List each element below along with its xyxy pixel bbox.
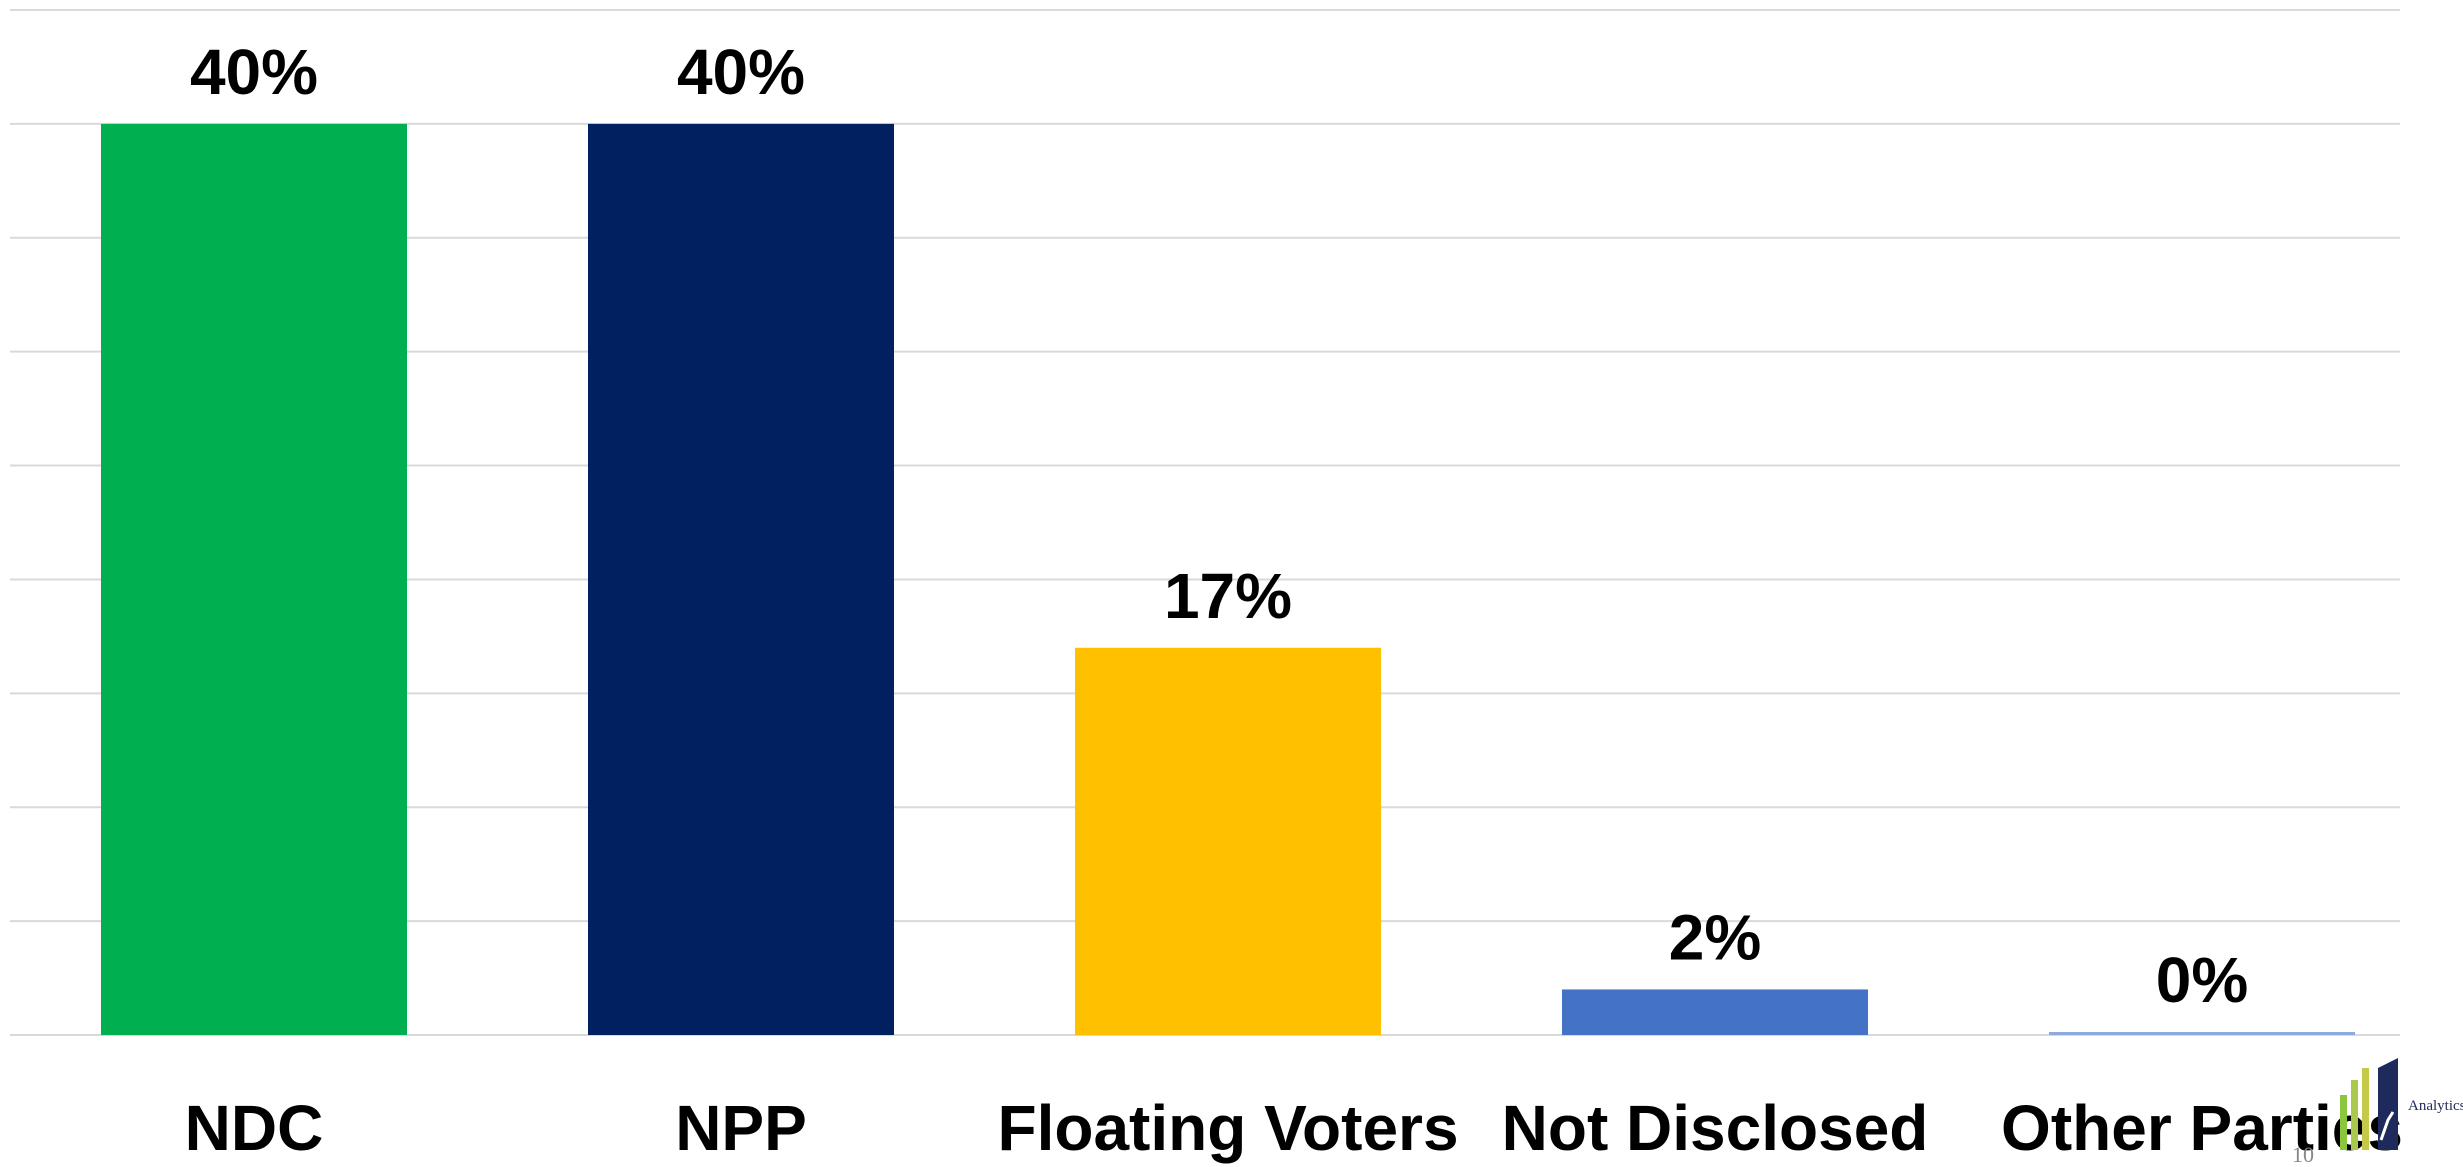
category-label-npp: NPP	[675, 1092, 807, 1164]
data-label-ndc: 40%	[190, 36, 318, 108]
bar-floating-voters	[1075, 647, 1381, 1035]
page-number: 10	[2292, 1142, 2314, 1167]
category-labels: NDC NPP Floating Voters Not Disclosed Other …	[185, 1092, 2403, 1164]
bar-ndc	[101, 123, 407, 1035]
gridlines	[10, 9, 2400, 1036]
data-labels: 40% 40% 17% 2% 0%	[190, 36, 2248, 1016]
bars	[101, 123, 2355, 1035]
category-label-floating-voters: Floating Voters	[997, 1092, 1458, 1164]
category-label-other-parties: Other Parties	[2001, 1092, 2403, 1164]
company-logo: Analytics 10	[2292, 1058, 2463, 1167]
logo-text: Analytics	[2408, 1098, 2463, 1114]
category-label-ndc: NDC	[185, 1092, 324, 1164]
data-label-npp: 40%	[677, 36, 805, 108]
bar-other-parties	[2049, 1032, 2355, 1035]
bar-npp	[588, 123, 894, 1035]
data-label-not-disclosed: 2%	[1669, 901, 1762, 973]
data-label-floating-voters: 17%	[1164, 560, 1292, 632]
bar-not-disclosed	[1562, 989, 1868, 1035]
category-label-not-disclosed: Not Disclosed	[1502, 1092, 1929, 1164]
data-label-other-parties: 0%	[2156, 944, 2249, 1016]
bar-chart-arrow-logo-icon	[2340, 1058, 2398, 1150]
